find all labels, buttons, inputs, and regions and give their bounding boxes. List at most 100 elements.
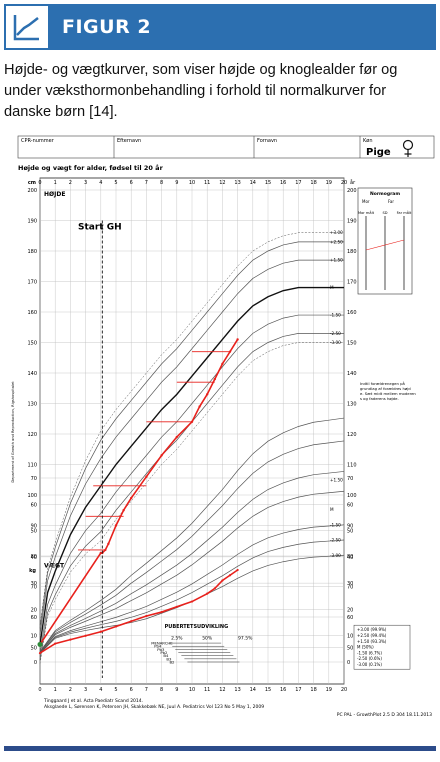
height-tick: 120	[27, 432, 37, 438]
weight-sd-label: -3.00	[330, 553, 341, 558]
figure-label: FIGUR 2	[62, 16, 152, 38]
patient-weight-point	[160, 610, 163, 614]
patient-height-point	[198, 405, 201, 408]
puberty-title: PUBERTETSUDVIKLING	[165, 624, 229, 630]
x-tick-bottom: 10	[189, 687, 195, 693]
height-curve	[39, 333, 344, 661]
patient-weight-point	[228, 574, 232, 577]
weight-curve	[39, 524, 345, 654]
weight-tick: 60	[31, 502, 37, 508]
patient-weight-point	[221, 579, 224, 582]
puberty-row-label: Pb3	[157, 647, 165, 652]
patient-weight-point	[54, 642, 57, 645]
weight-tick: 10	[31, 634, 37, 640]
x-tick-top: 4	[99, 180, 102, 186]
puberty-percentile: 50%	[202, 636, 213, 642]
side-note: Department of Growth and Reproduction, R…	[11, 381, 15, 483]
height-tick: 60	[31, 615, 37, 621]
patient-height-point	[221, 362, 224, 366]
patient-weight-point	[206, 592, 209, 595]
height-tick-right: 170	[347, 280, 357, 286]
patient-weight-point	[236, 568, 239, 572]
cpr-label: CPR-nummer	[21, 138, 55, 144]
growth-chart: CPR-nummer Efternavn Fornavn Køn Pige Højde o…	[11, 135, 435, 718]
height-tick: 200	[27, 188, 37, 194]
x-tick-top: 1	[54, 180, 57, 186]
x-tick-bottom: 16	[280, 687, 286, 693]
x-tick-top: 10	[189, 180, 195, 186]
x-tick-bottom: 0	[38, 687, 41, 693]
normogram-col-mor: Mor	[362, 199, 370, 204]
patient-weight-point	[175, 605, 178, 608]
sd-table-row: -3.00 (0.1%)	[357, 662, 382, 667]
weight-tick-right: 40	[347, 555, 353, 561]
height-tick: 80	[31, 554, 37, 560]
x-tick-bottom: 7	[145, 687, 148, 693]
height-tick-right: 120	[347, 432, 357, 438]
patient-weight-point	[213, 587, 216, 590]
height-tick-right: 90	[347, 524, 353, 530]
patient-weight-point	[38, 651, 42, 655]
height-curve	[39, 342, 344, 664]
height-tick: 110	[27, 463, 37, 469]
puberty-row-label: Pb4	[154, 644, 162, 649]
x-tick-bottom: 9	[175, 687, 178, 693]
normogram-slope-label: Far målt	[397, 210, 412, 215]
height-tick-right: 100	[347, 493, 357, 499]
x-tick-top: 20	[341, 180, 347, 186]
weight-tick-right: 20	[347, 607, 353, 613]
normogram-note: Indtil forældrenegen på grundlag af foræ…	[360, 381, 416, 401]
weight-unit: kg	[29, 568, 36, 574]
x-tick-bottom: 2	[69, 687, 72, 693]
patient-weight-point	[130, 620, 133, 623]
weight-curve	[39, 539, 345, 654]
height-tick: 140	[27, 371, 37, 377]
x-tick-top: 0	[38, 180, 41, 186]
x-tick-top: 15	[265, 180, 271, 186]
patient-weight-point	[145, 614, 148, 618]
x-tick-bottom: 11	[204, 687, 210, 693]
height-tick-right: 130	[347, 402, 357, 408]
height-tick-right: 150	[347, 341, 357, 347]
x-tick-bottom: 4	[99, 687, 102, 693]
x-tick-top: 16	[280, 180, 286, 186]
height-tick: 90	[31, 524, 37, 530]
height-tick-right: 190	[347, 219, 357, 225]
x-tick-bottom: 3	[84, 687, 87, 693]
puberty-row-label: MENARCHE	[151, 641, 173, 646]
weight-sd-label: +1.50	[330, 478, 343, 483]
weight-tick-right: 10	[347, 634, 353, 640]
start-gh-label: Start GH	[78, 223, 122, 233]
x-tick-top: 12	[219, 180, 225, 186]
height-curve	[39, 314, 344, 655]
weight-sd-label: -1.50	[330, 522, 341, 527]
height-tick: 170	[27, 280, 37, 286]
weight-tick-right: 70	[347, 476, 353, 482]
height-section-label: HØJDE	[44, 191, 65, 198]
puberty-row-label: B3	[166, 656, 172, 661]
x-tick-top: 6	[130, 180, 133, 186]
height-tick: 130	[27, 402, 37, 408]
height-tick: 150	[27, 341, 37, 347]
x-tick-top: 7	[145, 180, 148, 186]
x-tick-bottom: 15	[265, 687, 271, 693]
figure-caption: Højde- og vægtkurver, som viser højde og…	[4, 62, 398, 120]
patient-height-point	[213, 377, 216, 381]
normogram-slope-label: SD	[382, 211, 387, 215]
x-label: år	[350, 179, 356, 186]
normogram-slope-label: Mor målt	[358, 210, 375, 215]
birth-marker	[37, 641, 43, 647]
normogram-connector	[365, 239, 405, 251]
puberty-row-label: B2	[169, 660, 175, 665]
x-tick-top: 8	[160, 180, 163, 186]
puberty-row-label: Pb2	[160, 650, 168, 655]
patient-height-point	[122, 509, 125, 512]
x-tick-bottom: 19	[326, 687, 332, 693]
x-tick-top: 17	[295, 180, 301, 186]
weight-curve	[39, 440, 345, 653]
weight-tick-right: 50	[347, 529, 353, 535]
height-tick: 160	[27, 310, 37, 316]
sd-table-box	[353, 624, 411, 670]
height-tick: 50	[31, 646, 37, 652]
normogram-title: Normogram	[370, 191, 400, 197]
